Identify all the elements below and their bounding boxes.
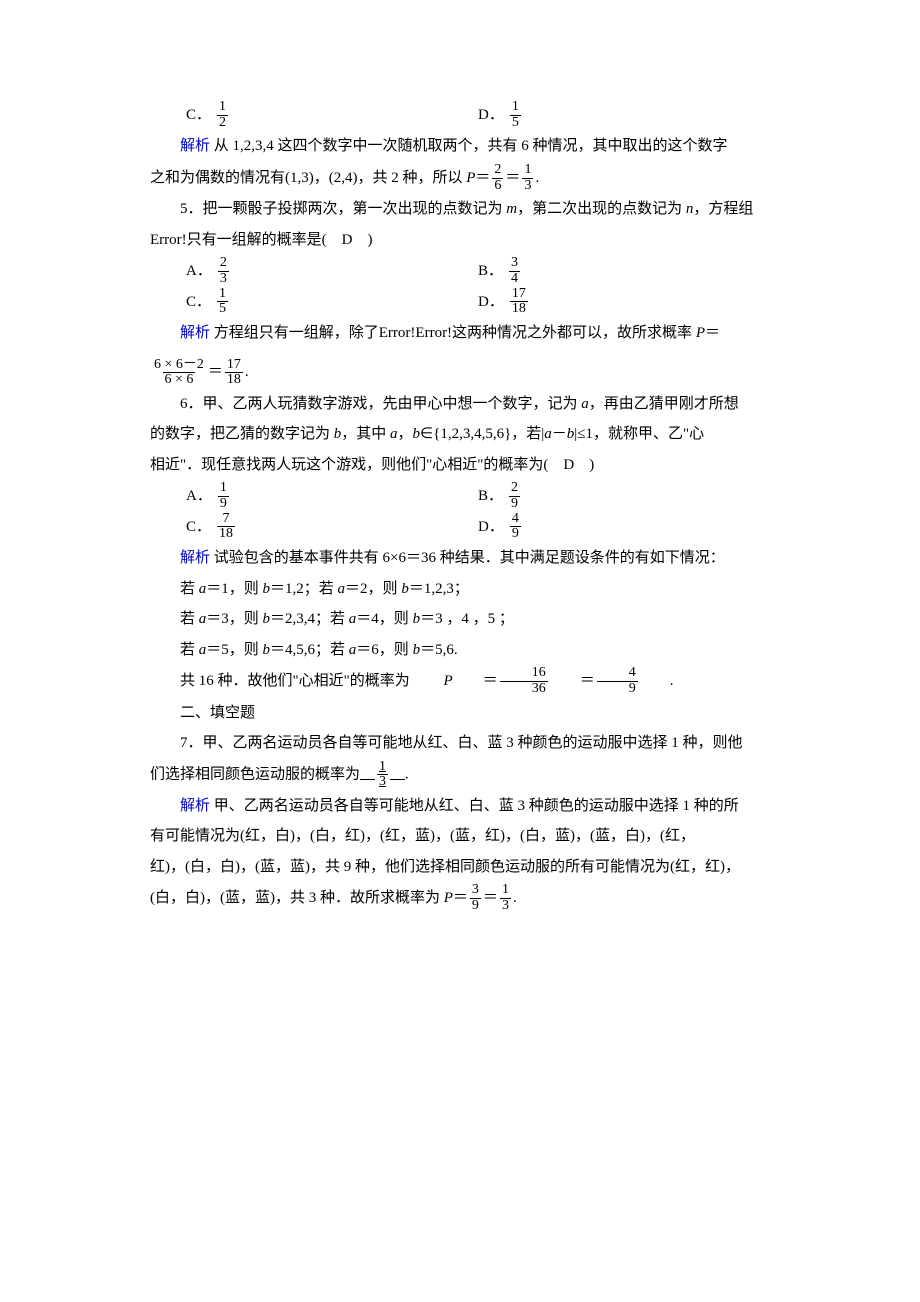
fraction: 2 3 — [218, 256, 229, 286]
q6-option-c: C． 7 18 — [186, 512, 478, 542]
option-label: C． — [186, 513, 211, 542]
analysis-text: 之和为偶数的情况有(1,3)，(2,4)，共 2 种，所以 — [150, 170, 466, 186]
fraction: 17 18 — [225, 358, 243, 388]
q4-option-d: D． 1 5 — [478, 100, 770, 130]
q5-analysis-line1: 解析 方程组只有一组解，除了Error!Error!这两种情况之外都可以，故所求… — [150, 319, 770, 348]
q5-answer: D — [342, 232, 353, 248]
option-label: C． — [186, 288, 211, 317]
fraction: 1 2 — [217, 100, 228, 130]
analysis-label: 解析 — [180, 798, 210, 814]
q6-analysis-line4: 若 a＝5，则 b＝4,5,6；若 a＝6，则 b＝5,6. — [150, 636, 770, 665]
fraction: 7 18 — [217, 512, 235, 542]
equation: 6 × 6－2 6 × 6 ＝ 17 18 . — [150, 358, 249, 388]
option-label: B． — [478, 257, 503, 286]
q5-stem-line2: Error!只有一组解的概率是( D ) — [150, 226, 770, 255]
q7-stem-line2: 们选择相同颜色运动服的概率为 1 3 . — [150, 760, 770, 790]
q4-options-row2: C． 1 2 D． 1 5 — [186, 100, 770, 130]
q6-analysis-line2: 若 a＝1，则 b＝1,2；若 a＝2，则 b＝1,2,3； — [150, 575, 770, 604]
q5-option-b: B． 3 4 — [478, 256, 770, 286]
fraction: 17 18 — [510, 287, 528, 317]
fraction: 1 5 — [510, 100, 521, 130]
q5-options-row2: C． 1 5 D． 17 18 — [186, 287, 770, 317]
q5-analysis-line2: 6 × 6－2 6 × 6 ＝ 17 18 . — [150, 350, 770, 388]
q7-analysis-line3: 红)，(白，白)，(蓝，蓝)，共 9 种，他们选择相同颜色运动服的所有可能情况为… — [150, 853, 770, 882]
fraction: 6 × 6－2 6 × 6 — [152, 358, 206, 388]
q5-option-a: A． 2 3 — [186, 256, 478, 286]
section-heading: 二、填空题 — [150, 699, 770, 728]
q6-option-b: B． 2 9 — [478, 481, 770, 511]
q4-analysis-line1: 解析 从 1,2,3,4 这四个数字中一次随机取两个，共有 6 种情况，其中取出… — [150, 132, 770, 161]
fraction: 4 9 — [510, 512, 521, 542]
q6-stem-line2: 的数字，把乙猜的数字记为 b，其中 a，b∈{1,2,3,4,5,6}，若|a－… — [150, 420, 770, 449]
q6-options-row2: C． 7 18 D． 4 9 — [186, 512, 770, 542]
q6-answer: D — [563, 457, 574, 473]
equation: P ＝ 2 6 ＝ 1 3 . — [466, 163, 539, 193]
q7-analysis-line1: 解析 甲、乙两名运动员各自等可能地从红、白、蓝 3 种颜色的运动服中选择 1 种… — [150, 792, 770, 821]
q5-stem-line1: 5．把一颗骰子投掷两次，第一次出现的点数记为 m，第二次出现的点数记为 n，方程… — [150, 195, 770, 224]
equation: P ＝ 3 9 ＝ 1 3 . — [444, 883, 517, 913]
option-label: D． — [478, 513, 504, 542]
q7-analysis-line2: 有可能情况为(红，白)，(白，红)，(红，蓝)，(蓝，红)，(白，蓝)，(蓝，白… — [150, 822, 770, 851]
fraction: 1 3 — [500, 883, 511, 913]
option-label: A． — [186, 482, 212, 511]
q5-option-c: C． 1 5 — [186, 287, 478, 317]
equation: P ＝ 16 36 ＝ 4 9 . — [414, 666, 674, 696]
analysis-text: 从 1,2,3,4 这四个数字中一次随机取两个，共有 6 种情况，其中取出的这个… — [214, 138, 728, 154]
fraction: 2 6 — [492, 163, 503, 193]
page: C． 1 2 D． 1 5 解析 从 1,2,3,4 这四个数字中一次随机取两个… — [0, 0, 920, 1302]
fraction: 3 9 — [470, 883, 481, 913]
analysis-label: 解析 — [180, 138, 210, 154]
q4-analysis-line2: 之和为偶数的情况有(1,3)，(2,4)，共 2 种，所以 P ＝ 2 6 ＝ … — [150, 163, 770, 193]
option-label: A． — [186, 257, 212, 286]
q6-option-a: A． 1 9 — [186, 481, 478, 511]
fraction: 1 3 — [522, 163, 533, 193]
q6-option-d: D． 4 9 — [478, 512, 770, 542]
analysis-text: 方程组只有一组解，除了Error!Error!这两种情况之外都可以，故所求概率 — [214, 325, 696, 341]
q7-stem-line1: 7．甲、乙两名运动员各自等可能地从红、白、蓝 3 种颜色的运动服中选择 1 种，… — [150, 729, 770, 758]
fraction: 1 9 — [218, 481, 229, 511]
fraction: 3 4 — [509, 256, 520, 286]
q6-stem-line3: 相近"．现任意找两人玩这个游戏，则他们"心相近"的概率为( D ) — [150, 451, 770, 480]
q6-analysis-line3: 若 a＝3，则 b＝2,3,4；若 a＝4，则 b＝3 ，4 ，5 ； — [150, 605, 770, 634]
q5-options-row1: A． 2 3 B． 3 4 — [186, 256, 770, 286]
q4-option-c: C． 1 2 — [186, 100, 478, 130]
fraction: 16 36 — [500, 666, 548, 696]
q6-analysis-line5: 共 16 种．故他们"心相近"的概率为 P ＝ 16 36 ＝ 4 9 . — [150, 666, 770, 696]
q7-analysis-line4: (白，白)，(蓝，蓝)，共 3 种．故所求概率为 P ＝ 3 9 ＝ 1 3 . — [150, 883, 770, 913]
option-label: C． — [186, 101, 211, 130]
analysis-label: 解析 — [180, 550, 210, 566]
option-label: D． — [478, 288, 504, 317]
option-label: B． — [478, 482, 503, 511]
fraction: 1 5 — [217, 287, 228, 317]
analysis-label: 解析 — [180, 325, 210, 341]
q5-option-d: D． 17 18 — [478, 287, 770, 317]
fraction: 4 9 — [597, 666, 638, 696]
fraction: 2 9 — [509, 481, 520, 511]
q6-analysis-line1: 解析 试验包含的基本事件共有 6×6＝36 种结果．其中满足题设条件的有如下情况… — [150, 544, 770, 573]
q6-stem-line1: 6．甲、乙两人玩猜数字游戏，先由甲心中想一个数字，记为 a，再由乙猜甲刚才所想 — [150, 390, 770, 419]
q7-blank-answer: 1 3 — [377, 760, 388, 790]
q6-options-row1: A． 1 9 B． 2 9 — [186, 481, 770, 511]
option-label: D． — [478, 101, 504, 130]
